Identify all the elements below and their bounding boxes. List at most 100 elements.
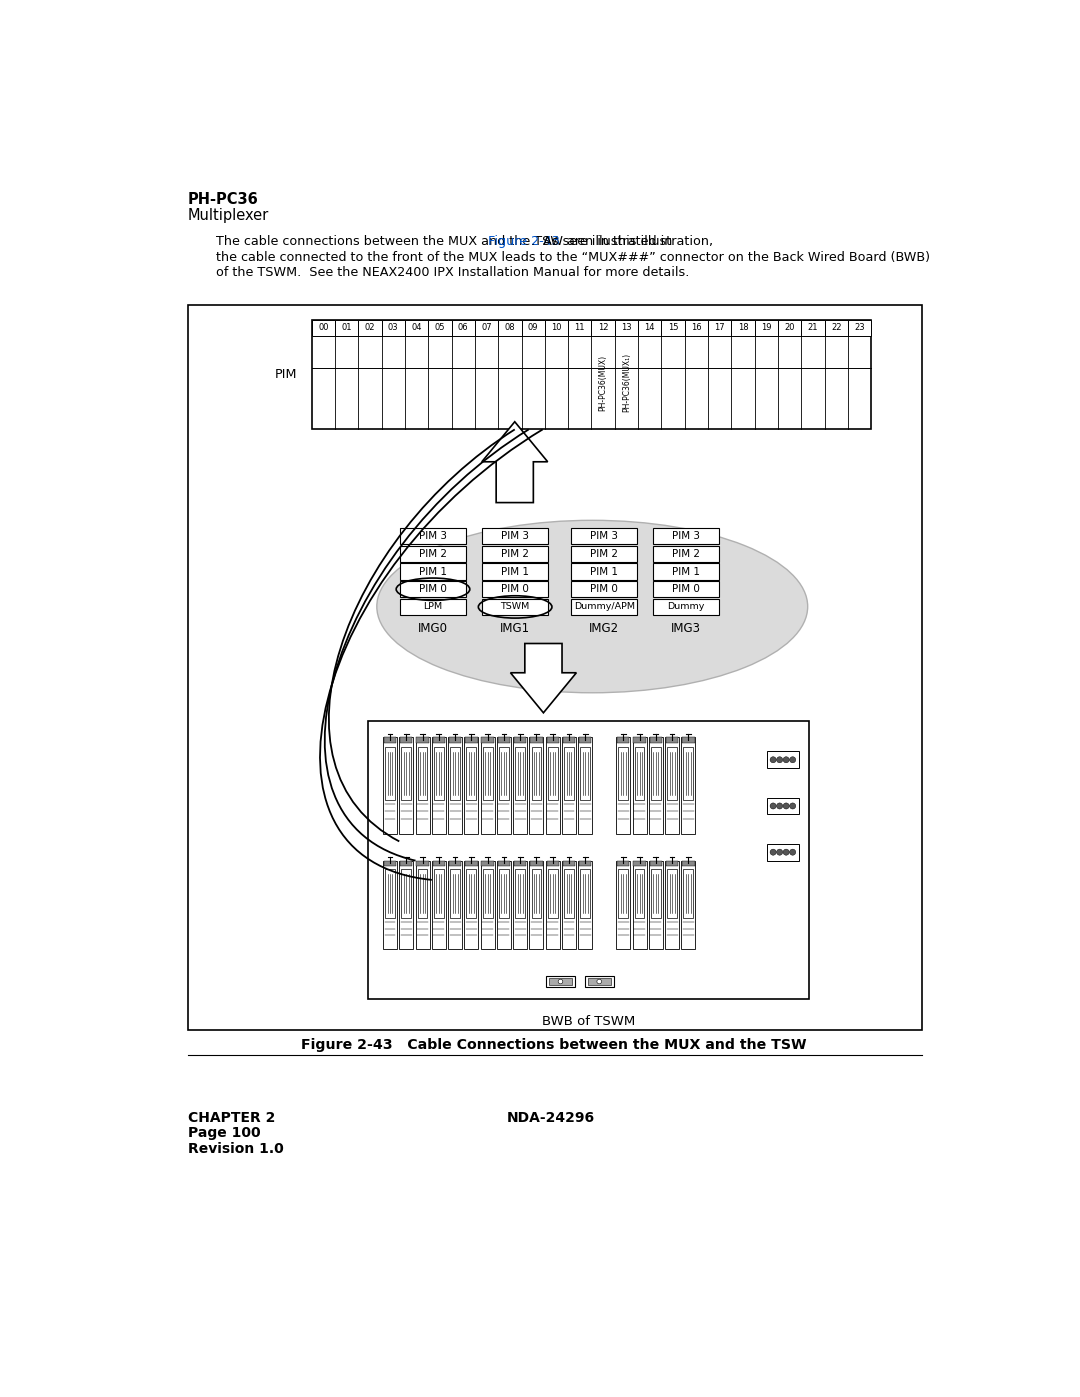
Text: 11: 11 (575, 323, 585, 332)
Text: PIM: PIM (275, 369, 298, 381)
Bar (681, 861, 696, 949)
Bar (635, 869, 645, 918)
Text: 13: 13 (621, 323, 632, 332)
Text: the cable connected to the front of the MUX leads to the “MUX###” connector on t: the cable connected to the front of the … (216, 251, 930, 264)
Bar (633, 738, 647, 834)
Text: PH-PC36(MUX₁): PH-PC36(MUX₁) (622, 353, 631, 412)
Text: Multiplexer: Multiplexer (188, 208, 269, 222)
Bar (482, 546, 548, 562)
Circle shape (770, 803, 777, 809)
Bar (649, 861, 663, 949)
Text: PIM 3: PIM 3 (501, 531, 529, 541)
Bar (545, 861, 559, 949)
Bar (755, 320, 778, 335)
Text: The cable connections between the MUX and the TSW are illustrated in: The cable connections between the MUX an… (216, 236, 677, 249)
Bar (465, 861, 477, 866)
Bar (482, 563, 548, 580)
Bar (416, 861, 430, 949)
Bar (400, 563, 465, 580)
Text: IMG2: IMG2 (590, 623, 619, 636)
Bar (683, 738, 694, 743)
Bar (482, 738, 494, 743)
Text: PIM 3: PIM 3 (591, 531, 618, 541)
Bar (483, 869, 492, 918)
Bar (434, 747, 444, 800)
Text: CHAPTER 2: CHAPTER 2 (188, 1111, 275, 1125)
Text: 18: 18 (738, 323, 748, 332)
Bar (383, 738, 396, 743)
Bar (619, 747, 629, 800)
Bar (464, 738, 478, 834)
Bar (667, 747, 677, 800)
Bar (405, 320, 429, 335)
Bar (731, 320, 755, 335)
Bar (545, 738, 559, 834)
Text: PIM 2: PIM 2 (419, 549, 447, 559)
Bar (571, 563, 637, 580)
Bar (684, 869, 693, 918)
Text: 05: 05 (434, 323, 445, 332)
Bar (433, 738, 445, 743)
Text: PIM 2: PIM 2 (672, 549, 700, 559)
Bar (666, 738, 678, 743)
Bar (450, 869, 460, 918)
Text: Figure 2-43   Cable Connections between the MUX and the TSW: Figure 2-43 Cable Connections between th… (300, 1038, 807, 1052)
Text: 01: 01 (341, 323, 352, 332)
Circle shape (789, 757, 796, 763)
Bar (562, 861, 576, 949)
Bar (651, 869, 661, 918)
Bar (464, 861, 478, 949)
Bar (386, 869, 395, 918)
Text: IMG0: IMG0 (418, 623, 448, 636)
Bar (825, 320, 848, 335)
Bar (400, 528, 465, 545)
Bar (498, 861, 510, 866)
Bar (571, 581, 637, 598)
Bar (548, 747, 557, 800)
Bar (433, 861, 445, 866)
Bar (312, 320, 872, 429)
Text: Revision 1.0: Revision 1.0 (188, 1141, 283, 1155)
Bar (592, 320, 615, 335)
Text: PIM 3: PIM 3 (419, 531, 447, 541)
Bar (580, 747, 590, 800)
Bar (652, 546, 718, 562)
Bar (450, 747, 460, 800)
Text: PIM 0: PIM 0 (591, 584, 618, 594)
Bar (666, 861, 678, 866)
Bar (359, 320, 381, 335)
Bar (515, 747, 525, 800)
Bar (579, 861, 592, 866)
Bar (619, 869, 629, 918)
Bar (432, 738, 446, 834)
Text: NDA-24296: NDA-24296 (507, 1111, 595, 1125)
Circle shape (770, 757, 777, 763)
Text: LPM: LPM (423, 602, 443, 612)
Bar (683, 861, 694, 866)
Bar (665, 861, 679, 949)
Text: 23: 23 (854, 323, 865, 332)
Bar (499, 747, 509, 800)
Ellipse shape (377, 520, 808, 693)
Bar (549, 978, 572, 985)
Bar (571, 599, 637, 615)
Circle shape (770, 849, 777, 855)
Bar (767, 844, 799, 861)
Bar (482, 599, 548, 615)
Bar (383, 738, 397, 834)
Text: 09: 09 (528, 323, 539, 332)
Bar (514, 861, 526, 866)
Text: PIM 2: PIM 2 (591, 549, 618, 559)
FancyArrow shape (511, 644, 577, 712)
Bar (449, 861, 461, 866)
Bar (467, 747, 476, 800)
Bar (778, 320, 801, 335)
Bar (400, 861, 413, 866)
Bar (429, 320, 451, 335)
Bar (571, 546, 637, 562)
Text: PH-PC36: PH-PC36 (188, 193, 258, 207)
Bar (546, 738, 559, 743)
Circle shape (789, 849, 796, 855)
Bar (652, 581, 718, 598)
Bar (402, 747, 411, 800)
